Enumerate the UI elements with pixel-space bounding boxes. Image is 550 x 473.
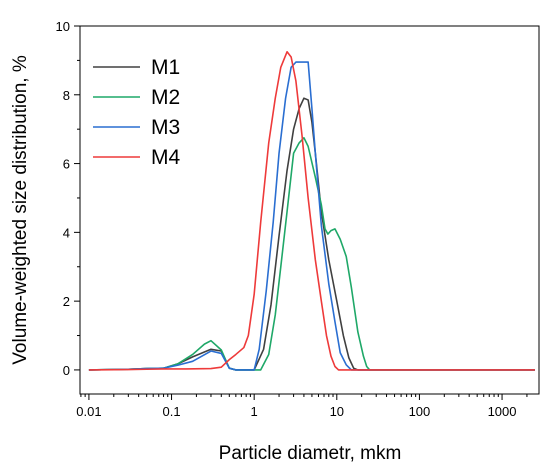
x-tick-label: 0.01 xyxy=(76,404,101,419)
y-tick-label: 2 xyxy=(63,294,70,309)
legend-label-m4: M4 xyxy=(151,146,180,169)
series-line-m1 xyxy=(88,97,535,371)
x-tick-label: 10 xyxy=(330,404,344,419)
legend-label-m1: M1 xyxy=(151,56,180,79)
legend-label-m3: M3 xyxy=(151,116,180,139)
plot-frame xyxy=(79,25,540,395)
x-tick-label: 0.1 xyxy=(163,404,181,419)
series-line-m3 xyxy=(88,61,535,371)
y-tick-label: 10 xyxy=(56,19,70,34)
y-tick-label: 8 xyxy=(63,88,70,103)
series-lines xyxy=(88,50,535,371)
axis-ticks: 0.01 0.1 1 10 100 1000 0 2 4 6 8 10 xyxy=(56,19,528,419)
y-tick-label: 6 xyxy=(63,157,70,172)
y-tick-label: 4 xyxy=(63,225,70,240)
x-axis-title: Particle diametr, mkm xyxy=(219,443,402,464)
legend: M1 M2 M3 M4 xyxy=(93,56,180,169)
series-line-m4 xyxy=(88,50,535,371)
y-tick-label: 0 xyxy=(63,363,70,378)
series-line-m2 xyxy=(88,136,535,371)
y-axis-title: Volume-weighted size distribution, % xyxy=(10,55,31,365)
x-tick-label: 1000 xyxy=(488,404,517,419)
legend-label-m2: M2 xyxy=(151,86,180,109)
x-tick-label: 100 xyxy=(409,404,431,419)
x-tick-label: 1 xyxy=(251,404,258,419)
